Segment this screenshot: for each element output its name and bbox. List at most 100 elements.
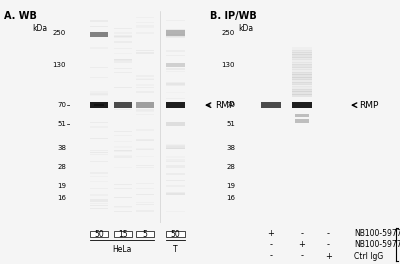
Bar (90, 200, 108, 202)
Text: 130: 130 (222, 62, 235, 68)
Bar (90, 150, 108, 152)
Bar (166, 145, 185, 146)
Bar (90, 181, 108, 182)
Bar (136, 32, 154, 34)
Bar (136, 102, 154, 108)
Bar (166, 84, 185, 86)
Bar (136, 17, 154, 18)
Bar (136, 149, 154, 150)
Bar (295, 119, 309, 123)
Text: 250: 250 (53, 30, 66, 36)
Bar (292, 91, 312, 95)
Bar (166, 34, 185, 35)
Bar (90, 102, 108, 108)
Bar (90, 104, 108, 105)
Bar (136, 183, 154, 185)
Bar (136, 129, 154, 131)
Bar (166, 161, 185, 162)
Bar (90, 122, 108, 123)
Bar (114, 141, 132, 142)
Bar (166, 50, 185, 51)
Text: 50: 50 (94, 230, 104, 239)
Bar (90, 188, 108, 189)
Bar (292, 79, 312, 83)
Bar (136, 25, 154, 27)
Bar (292, 74, 312, 78)
Text: 16: 16 (226, 195, 235, 201)
Bar (114, 62, 132, 63)
Bar (136, 27, 154, 28)
Bar (166, 192, 185, 193)
Bar (114, 184, 132, 185)
Text: 19: 19 (226, 183, 235, 189)
Bar (166, 30, 185, 36)
Bar (90, 161, 108, 162)
Bar (166, 193, 185, 195)
Bar (166, 36, 185, 38)
Bar (136, 84, 154, 86)
Bar (114, 87, 132, 88)
Bar (114, 35, 132, 37)
Bar (114, 48, 132, 49)
Bar (90, 47, 108, 49)
Bar (114, 102, 132, 108)
Text: -: - (300, 252, 303, 261)
Bar (114, 207, 132, 208)
Text: HeLa: HeLa (112, 245, 132, 254)
Bar (166, 165, 185, 168)
Bar (166, 146, 185, 149)
Bar (295, 114, 309, 117)
Bar (166, 68, 185, 70)
Bar (90, 67, 108, 68)
Bar (114, 41, 132, 43)
Bar (114, 154, 132, 156)
Text: -: - (270, 252, 272, 261)
Bar (136, 148, 154, 150)
Text: 28: 28 (57, 164, 66, 170)
Text: -: - (270, 241, 272, 249)
Bar (136, 91, 154, 93)
Bar (114, 28, 132, 29)
Bar (166, 29, 185, 30)
Text: Ctrl IgG: Ctrl IgG (354, 252, 383, 261)
Bar (136, 155, 154, 157)
Text: 28: 28 (226, 164, 235, 170)
Bar (90, 205, 108, 206)
Bar (90, 194, 108, 196)
Text: -: - (300, 229, 303, 238)
Bar (136, 111, 154, 112)
Bar (114, 59, 132, 61)
Bar (166, 180, 185, 181)
Text: 50: 50 (171, 230, 180, 239)
Text: 70: 70 (57, 102, 66, 108)
Bar (166, 102, 185, 108)
Bar (136, 204, 154, 205)
Bar (292, 57, 312, 60)
Text: +: + (298, 241, 305, 249)
Text: 70: 70 (226, 102, 235, 108)
Text: B. IP/WB: B. IP/WB (210, 11, 257, 21)
Bar (136, 87, 154, 88)
Text: +: + (325, 252, 332, 261)
Bar (166, 83, 185, 85)
Bar (292, 72, 312, 75)
Text: 51: 51 (57, 121, 66, 127)
Bar (90, 32, 108, 37)
Bar (136, 139, 154, 140)
Bar (114, 167, 132, 168)
Bar (136, 167, 154, 168)
Bar (166, 20, 185, 21)
Bar (166, 211, 185, 212)
Bar (114, 211, 132, 212)
Bar (136, 78, 154, 79)
Bar (166, 98, 185, 99)
Bar (292, 47, 312, 50)
Bar (114, 53, 132, 54)
Bar (114, 197, 132, 198)
Text: IP: IP (398, 240, 400, 249)
Bar (166, 36, 185, 37)
Text: -: - (327, 229, 330, 238)
Bar (90, 199, 108, 200)
Bar (166, 82, 185, 83)
Text: A. WB: A. WB (4, 11, 37, 21)
